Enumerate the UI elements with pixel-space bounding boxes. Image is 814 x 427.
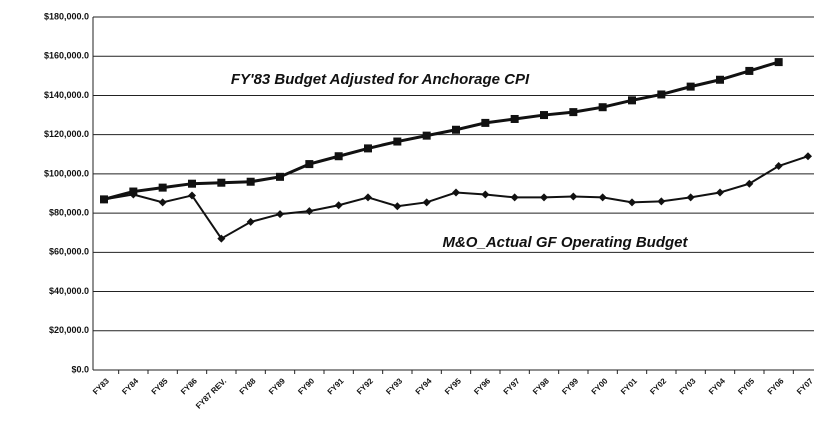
series-line — [103, 155, 809, 240]
series-line — [103, 60, 780, 201]
x-tick-label: FY03 — [678, 376, 698, 396]
marker — [276, 172, 284, 181]
marker — [481, 190, 490, 199]
y-tick-label: $160,000.0 — [44, 51, 89, 61]
y-tick-label: $100,000.0 — [44, 168, 89, 178]
x-tick-label: FY86 — [179, 376, 199, 396]
marker — [510, 114, 519, 123]
marker — [246, 217, 255, 226]
y-tick-label: $80,000.0 — [49, 207, 89, 217]
x-tick-label: FY98 — [531, 376, 551, 396]
marker — [305, 160, 314, 169]
marker — [393, 202, 402, 211]
marker — [305, 207, 314, 216]
x-tick-label: FY96 — [472, 376, 492, 396]
marker — [540, 193, 548, 202]
x-tick-label: FY85 — [150, 376, 170, 396]
marker — [716, 75, 724, 84]
marker — [188, 179, 196, 188]
marker — [628, 198, 636, 207]
y-tick-label: $60,000.0 — [49, 247, 89, 257]
marker — [569, 192, 578, 201]
marker — [452, 188, 460, 197]
x-tick-label: FY91 — [326, 376, 346, 396]
x-tick-label: FY97 — [502, 376, 522, 396]
x-tick-label: FY02 — [648, 376, 668, 396]
marker — [188, 191, 196, 200]
marker — [716, 188, 724, 197]
marker — [686, 193, 695, 202]
y-tick-label: $20,000.0 — [49, 325, 89, 335]
x-tick-label: FY84 — [120, 376, 140, 396]
marker — [510, 193, 519, 202]
marker — [628, 96, 636, 105]
marker — [598, 193, 607, 202]
x-tick-label: FY95 — [443, 376, 463, 396]
marker — [393, 137, 402, 146]
marker — [422, 131, 431, 140]
marker — [129, 190, 138, 199]
x-tick-label: FY94 — [414, 376, 434, 396]
x-tick-label: FY06 — [766, 376, 786, 396]
marker — [364, 193, 372, 202]
y-tick-label: $120,000.0 — [44, 129, 89, 139]
marker — [657, 90, 666, 99]
marker — [745, 179, 754, 188]
marker — [569, 108, 578, 117]
x-tick-label: FY07 — [795, 376, 814, 396]
marker — [657, 197, 666, 206]
marker — [364, 144, 372, 153]
y-tick-label: $40,000.0 — [49, 286, 89, 296]
y-tick-label: $0.0 — [71, 364, 89, 374]
y-tick-label: $140,000.0 — [44, 90, 89, 100]
marker — [422, 198, 431, 207]
marker — [158, 183, 167, 192]
marker — [217, 234, 226, 243]
x-tick-label: FY00 — [590, 376, 610, 396]
marker — [334, 201, 343, 210]
marker — [481, 118, 490, 127]
marker — [774, 162, 783, 171]
x-tick-label: FY87 REV. — [194, 377, 228, 411]
x-tick-label: FY04 — [707, 376, 727, 396]
x-tick-label: FY01 — [619, 376, 639, 396]
marker — [217, 178, 226, 187]
y-tick-label: $180,000.0 — [44, 11, 89, 21]
x-tick-label: FY83 — [91, 376, 111, 396]
x-tick-label: FY99 — [560, 376, 580, 396]
x-tick-label: FY93 — [384, 376, 404, 396]
x-tick-label: FY92 — [355, 376, 375, 396]
marker — [686, 82, 695, 91]
marker — [774, 58, 783, 67]
marker — [158, 198, 167, 207]
x-tick-label: FY89 — [267, 376, 287, 396]
marker — [246, 177, 255, 186]
x-tick-label: FY90 — [296, 376, 316, 396]
marker — [540, 111, 548, 120]
x-tick-label: FY05 — [736, 376, 756, 396]
series-annotation: FY'83 Budget Adjusted for Anchorage CPI — [231, 71, 530, 88]
marker — [334, 152, 343, 161]
series-annotation: M&O_Actual GF Operating Budget — [442, 234, 688, 251]
marker — [745, 66, 754, 75]
marker — [276, 210, 284, 219]
marker — [804, 152, 812, 161]
x-tick-label: FY88 — [238, 376, 258, 396]
marker — [100, 195, 108, 204]
marker — [452, 125, 460, 134]
marker — [598, 103, 607, 112]
